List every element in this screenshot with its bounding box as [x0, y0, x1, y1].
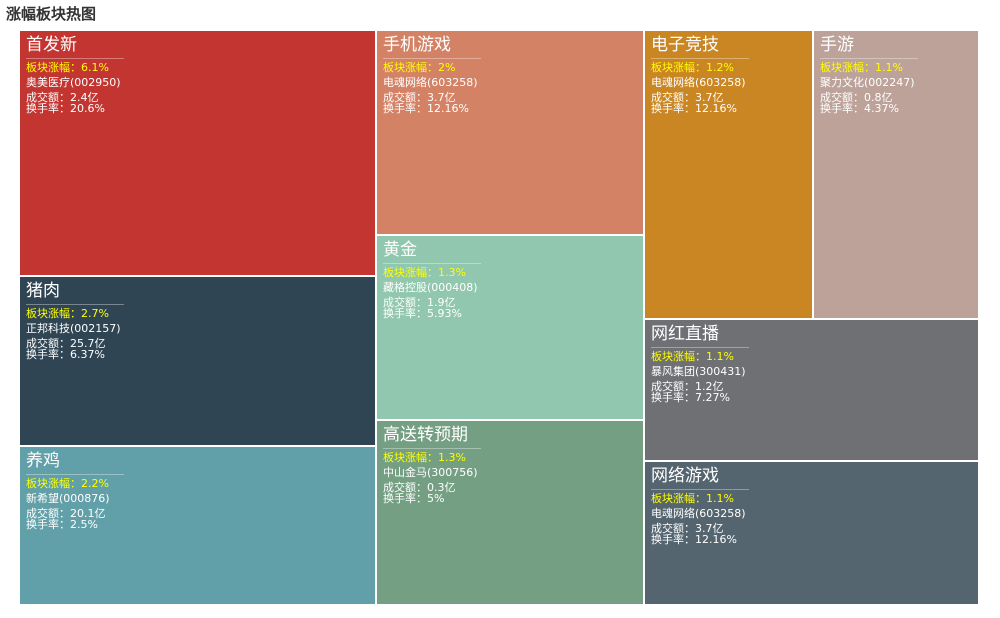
tile-name: 养鸡	[26, 451, 60, 471]
tile-rate: 换手率：20.6%	[26, 102, 105, 115]
tile-info: 板块涨幅：6.1% 奥美医疗(002950) 成交额：2.4亿 换手率：20.6%	[26, 62, 121, 114]
tile-name: 首发新	[26, 35, 77, 55]
tile-stock: 电魂网络(603258)	[651, 76, 746, 89]
tile-name: 高送转预期	[383, 425, 468, 445]
tile-turnover: 成交额：0.3亿	[383, 481, 456, 494]
tile-name: 手游	[820, 35, 854, 55]
treemap-tile[interactable]: 黄金板块涨幅：1.3% 藏格控股(000408) 成交额：1.9亿 换手率：5.93%	[377, 236, 645, 421]
tile-turnover: 成交额：25.7亿	[26, 337, 106, 350]
tile-info: 板块涨幅：1.3% 中山金马(300756) 成交额：0.3亿 换手率：5%	[383, 452, 478, 504]
tile-rise: 板块涨幅：1.1%	[820, 61, 903, 74]
tile-divider	[26, 304, 124, 305]
tile-stock: 电魂网络(603258)	[383, 76, 478, 89]
tile-stock: 藏格控股(000408)	[383, 281, 478, 294]
tile-turnover: 成交额：2.4亿	[26, 91, 99, 104]
tile-stock: 聚力文化(002247)	[820, 76, 915, 89]
tile-divider	[651, 489, 749, 490]
tile-stock: 暴风集团(300431)	[651, 365, 746, 378]
tile-rise: 板块涨幅：1.3%	[383, 451, 466, 464]
tile-divider	[26, 58, 124, 59]
tile-rise: 板块涨幅：6.1%	[26, 61, 109, 74]
tile-name: 网红直播	[651, 324, 719, 344]
tile-rate: 换手率：7.27%	[651, 391, 730, 404]
tile-stock: 新希望(000876)	[26, 492, 110, 505]
treemap-tile[interactable]: 养鸡板块涨幅：2.2% 新希望(000876) 成交额：20.1亿 换手率：2.5%	[20, 447, 377, 606]
tile-turnover: 成交额：3.7亿	[651, 522, 724, 535]
tile-rate: 换手率：12.16%	[651, 533, 737, 546]
tile-rate: 换手率：12.16%	[383, 102, 469, 115]
tile-info: 板块涨幅：2% 电魂网络(603258) 成交额：3.7亿 换手率：12.16%	[383, 62, 478, 114]
treemap-tile[interactable]: 电子竞技板块涨幅：1.2% 电魂网络(603258) 成交额：3.7亿 换手率：12.…	[645, 31, 814, 320]
tile-turnover: 成交额：3.7亿	[383, 91, 456, 104]
treemap-tile[interactable]: 猪肉板块涨幅：2.7% 正邦科技(002157) 成交额：25.7亿 换手率：6.37…	[20, 277, 377, 447]
tile-divider	[26, 474, 124, 475]
chart-title: 涨幅板块热图	[6, 5, 97, 23]
treemap-tile[interactable]: 首发新板块涨幅：6.1% 奥美医疗(002950) 成交额：2.4亿 换手率：20.6…	[20, 31, 377, 277]
tile-rise: 板块涨幅：1.1%	[651, 492, 734, 505]
tile-divider	[820, 58, 918, 59]
tile-info: 板块涨幅：1.1% 聚力文化(002247) 成交额：0.8亿 换手率：4.37%	[820, 62, 915, 114]
tile-turnover: 成交额：1.9亿	[383, 296, 456, 309]
tile-divider	[651, 347, 749, 348]
tile-name: 网络游戏	[651, 466, 719, 486]
treemap-tile[interactable]: 高送转预期板块涨幅：1.3% 中山金马(300756) 成交额：0.3亿 换手率：5%	[377, 421, 645, 606]
tile-stock: 电魂网络(603258)	[651, 507, 746, 520]
tile-divider	[651, 58, 749, 59]
tile-turnover: 成交额：1.2亿	[651, 380, 724, 393]
tile-rise: 板块涨幅：1.3%	[383, 266, 466, 279]
tile-stock: 中山金马(300756)	[383, 466, 478, 479]
tile-divider	[383, 263, 481, 264]
tile-stock: 正邦科技(002157)	[26, 322, 121, 335]
tile-divider	[383, 448, 481, 449]
tile-rate: 换手率：6.37%	[26, 348, 105, 361]
tile-info: 板块涨幅：2.7% 正邦科技(002157) 成交额：25.7亿 换手率：6.37%	[26, 308, 121, 360]
tile-name: 手机游戏	[383, 35, 451, 55]
tile-rate: 换手率：5%	[383, 492, 445, 505]
tile-rate: 换手率：2.5%	[26, 518, 98, 531]
tile-rate: 换手率：12.16%	[651, 102, 737, 115]
treemap-tile[interactable]: 网络游戏板块涨幅：1.1% 电魂网络(603258) 成交额：3.7亿 换手率：12.…	[645, 462, 980, 606]
tile-info: 板块涨幅：1.1% 电魂网络(603258) 成交额：3.7亿 换手率：12.16%	[651, 493, 746, 545]
tile-rate: 换手率：5.93%	[383, 307, 462, 320]
tile-stock: 奥美医疗(002950)	[26, 76, 121, 89]
tile-turnover: 成交额：3.7亿	[651, 91, 724, 104]
tile-name: 电子竞技	[651, 35, 719, 55]
tile-turnover: 成交额：0.8亿	[820, 91, 893, 104]
treemap-tile[interactable]: 网红直播板块涨幅：1.1% 暴风集团(300431) 成交额：1.2亿 换手率：7.2…	[645, 320, 980, 462]
tile-info: 板块涨幅：1.3% 藏格控股(000408) 成交额：1.9亿 换手率：5.93%	[383, 267, 478, 319]
tile-info: 板块涨幅：2.2% 新希望(000876) 成交额：20.1亿 换手率：2.5%	[26, 478, 110, 530]
tile-name: 猪肉	[26, 281, 60, 301]
tile-rise: 板块涨幅：2%	[383, 61, 456, 74]
treemap: 首发新板块涨幅：6.1% 奥美医疗(002950) 成交额：2.4亿 换手率：20.6…	[20, 31, 980, 606]
treemap-tile[interactable]: 手机游戏板块涨幅：2% 电魂网络(603258) 成交额：3.7亿 换手率：12.16…	[377, 31, 645, 236]
tile-rise: 板块涨幅：2.2%	[26, 477, 109, 490]
tile-rise: 板块涨幅：1.2%	[651, 61, 734, 74]
tile-rise: 板块涨幅：1.1%	[651, 350, 734, 363]
tile-info: 板块涨幅：1.2% 电魂网络(603258) 成交额：3.7亿 换手率：12.16%	[651, 62, 746, 114]
tile-turnover: 成交额：20.1亿	[26, 507, 106, 520]
tile-info: 板块涨幅：1.1% 暴风集团(300431) 成交额：1.2亿 换手率：7.27%	[651, 351, 746, 403]
tile-divider	[383, 58, 481, 59]
tile-rise: 板块涨幅：2.7%	[26, 307, 109, 320]
tile-rate: 换手率：4.37%	[820, 102, 899, 115]
treemap-tile[interactable]: 手游板块涨幅：1.1% 聚力文化(002247) 成交额：0.8亿 换手率：4.37%	[814, 31, 980, 320]
tile-name: 黄金	[383, 240, 417, 260]
